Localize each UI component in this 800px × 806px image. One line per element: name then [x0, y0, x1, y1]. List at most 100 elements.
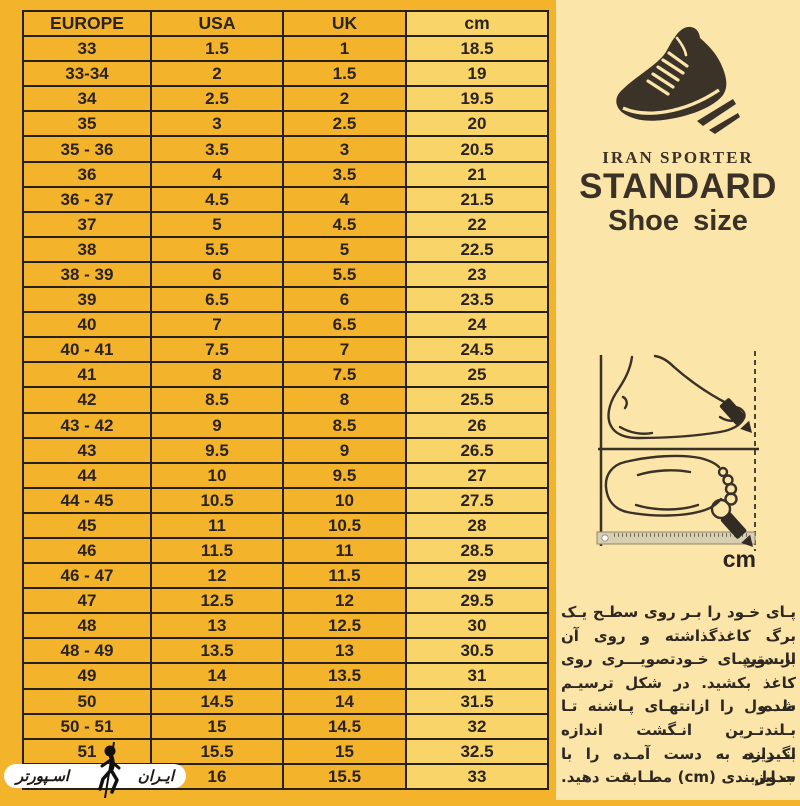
size-cell: 21.5 — [405, 185, 549, 213]
size-cell: 38 - 39 — [22, 260, 152, 289]
size-cell: 13 — [150, 612, 284, 640]
size-cell: 9.5 — [282, 461, 407, 489]
table-row: 45 11 10.5 28 — [22, 511, 549, 539]
size-cell: 8 — [150, 361, 284, 389]
size-cell: 5 — [282, 235, 407, 263]
size-cell: 26 — [405, 411, 549, 439]
size-cell: 5 — [150, 210, 284, 238]
size-cell: 10.5 — [150, 486, 284, 514]
size-cell: 40 - 41 — [22, 336, 152, 364]
size-cell: 2.5 — [150, 85, 284, 113]
instruction-line: طـــول را ازانتهـای پـاشنه تـا — [561, 697, 796, 716]
size-cell: 20.5 — [405, 135, 549, 163]
size-cell: 7.5 — [150, 336, 284, 364]
instructions-text: پـای خـود را بـر روی سطـح یـک برگ کاغذگذ… — [561, 601, 796, 790]
logo-text-left: اسـپورتر — [16, 767, 70, 785]
size-cell: 12.5 — [150, 587, 284, 615]
sneaker-icon — [611, 18, 745, 147]
size-cell: 3.5 — [150, 135, 284, 163]
table-row: 38 - 39 6 5.5 23 — [22, 260, 549, 289]
column-header-europe: EUROPE — [22, 9, 152, 38]
brand-block: IRAN SPORTER STANDARD Shoe size — [556, 148, 800, 236]
logo-text-right: ایـران — [137, 767, 174, 785]
table-row: 43 - 42 9 8.5 26 — [22, 411, 549, 439]
column-header-uk: UK — [282, 9, 407, 38]
size-cell: 4.5 — [150, 185, 284, 213]
size-cell: 46 - 47 — [22, 562, 152, 590]
table-row: 35 - 36 3.5 3 20.5 — [22, 135, 549, 163]
size-cell: 1 — [282, 35, 407, 63]
size-cell: 12.5 — [282, 612, 407, 640]
size-cell: 42 — [22, 386, 152, 414]
table-header-row: EUROPE USA UK cm — [22, 9, 549, 38]
size-cell: 25 — [405, 361, 549, 389]
size-cell: 2 — [282, 85, 407, 113]
size-cell: 39 — [22, 286, 152, 314]
size-cell: 4.5 — [282, 210, 407, 238]
size-cell: 6 — [150, 260, 284, 289]
table-row: 36 - 37 4.5 4 21.5 — [22, 185, 549, 213]
size-cell: 33-34 — [22, 60, 152, 88]
size-cell: 20 — [405, 110, 549, 138]
foot-top-icon — [604, 454, 738, 520]
size-cell: 9.5 — [150, 436, 284, 464]
brand-headline: STANDARD — [579, 167, 777, 206]
table-row: 44 - 45 10.5 10 27.5 — [22, 486, 549, 514]
size-cell: 1.5 — [282, 60, 407, 88]
table-row: 47 12.5 12 29.5 — [22, 587, 549, 615]
size-cell: 14.5 — [150, 687, 284, 715]
table-row: 38 5.5 5 22.5 — [22, 235, 549, 263]
cm-unit-label: cm — [723, 546, 756, 571]
size-cell: 27.5 — [405, 486, 549, 514]
size-cell: 47 — [22, 587, 152, 615]
size-cell: 50 - 51 — [22, 712, 152, 740]
size-cell: 19 — [405, 60, 549, 88]
size-cell: 9 — [150, 411, 284, 439]
size-cell: 7 — [150, 311, 284, 339]
table-row: 35 3 2.5 20 — [22, 110, 549, 138]
size-cell: 23 — [405, 260, 549, 289]
instruction-line: کاغذ بکشید. در شکل ترسیـم شده، — [561, 673, 796, 716]
foot-measurement-illustration: cm — [592, 345, 798, 576]
size-cell: 5.5 — [150, 235, 284, 263]
brand-name: IRAN SPORTER — [602, 148, 754, 167]
table-row: 44 10 9.5 27 — [22, 461, 549, 489]
table-row: 49 14 13.5 31 — [22, 662, 549, 690]
ruler-icon — [596, 531, 756, 545]
size-cell: 4 — [282, 185, 407, 213]
size-cell: 38 — [22, 235, 152, 263]
table-row: 51 15.5 15 32.5 — [22, 737, 549, 765]
size-cell: 15.5 — [282, 762, 407, 790]
size-cell: 32.5 — [405, 737, 549, 765]
size-cell: 29.5 — [405, 587, 549, 615]
table-row: 43 9.5 9 26.5 — [22, 436, 549, 464]
table-row: 36 4 3.5 21 — [22, 160, 549, 188]
table-row: 48 13 12.5 30 — [22, 612, 549, 640]
size-cell: 44 — [22, 461, 152, 489]
size-cell: 8.5 — [150, 386, 284, 414]
iran-sporter-logo: ایـران اسـپورتر — [4, 764, 186, 788]
size-cell: 10.5 — [282, 511, 407, 539]
size-cell: 7 — [282, 336, 407, 364]
table-row: 50 - 51 15 14.5 32 — [22, 712, 549, 740]
size-cell: 12 — [282, 587, 407, 615]
size-cell: 33 — [22, 35, 152, 63]
table-row: 46 - 47 12 11.5 29 — [22, 562, 549, 590]
size-cell: 6.5 — [282, 311, 407, 339]
size-cell: 19.5 — [405, 85, 549, 113]
size-cell: 21 — [405, 160, 549, 188]
instruction-line: انــدازه به دست آمـده را با جدول — [561, 744, 796, 787]
table-row: 48 - 49 13.5 13 30.5 — [22, 637, 549, 665]
table-row: 50 14.5 14 31.5 — [22, 687, 549, 715]
table-row: 40 - 41 7.5 7 24.5 — [22, 336, 549, 364]
size-cell: 31.5 — [405, 687, 549, 715]
size-cell: 11.5 — [282, 562, 407, 590]
size-cell: 11 — [150, 511, 284, 539]
size-cell: 9 — [282, 436, 407, 464]
size-cell: 40 — [22, 311, 152, 339]
size-cell: 37 — [22, 210, 152, 238]
size-cell: 18.5 — [405, 35, 549, 63]
instruction-line: از دورپـای خـودتصویـــری روی — [561, 650, 796, 669]
size-cell: 14 — [150, 662, 284, 690]
size-cell: 23.5 — [405, 286, 549, 314]
